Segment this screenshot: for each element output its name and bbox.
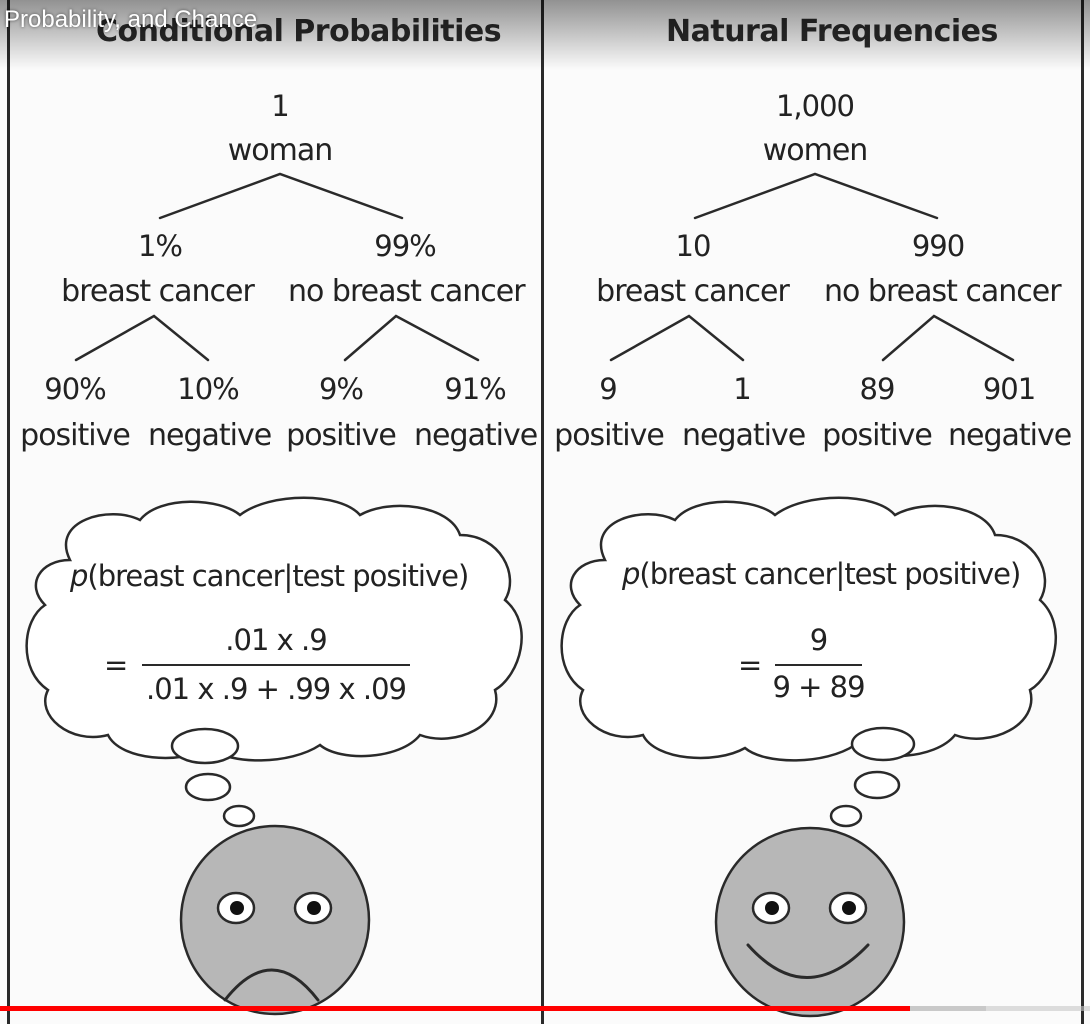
left-leaf-2-label: negative (148, 418, 272, 453)
left-leaf-1-value: 90% (44, 372, 106, 406)
left-leaf-2-value: 10% (177, 372, 239, 406)
left-branch-b-label: no breast cancer (288, 274, 526, 309)
left-leaf-3-value: 9% (318, 372, 364, 406)
right-leaf-1-label: positive (554, 418, 665, 453)
progress-played (0, 1006, 911, 1011)
right-thought-cloud (560, 496, 1057, 762)
left-branch-a-value: 1% (137, 229, 183, 263)
left-p-symbol: p (70, 559, 88, 593)
left-root-value: 1 (271, 89, 289, 123)
right-branch-b-label: no breast cancer (824, 274, 1062, 309)
right-leaf-1-value: 9 (599, 372, 617, 406)
left-leaf-4-label: negative (414, 418, 538, 453)
right-p-symbol: p (622, 557, 640, 591)
right-numerator: 9 (809, 623, 828, 657)
left-root-label: woman (227, 133, 334, 168)
right-probability-expression: p(breast cancer|test positive) (622, 557, 1021, 591)
right-root-label: women (762, 133, 869, 168)
left-thought-bubble-large (170, 727, 240, 765)
right-leaf-3-value: 89 (859, 372, 896, 406)
right-tree-cancer-branches (609, 314, 745, 362)
happy-face (714, 826, 906, 1018)
right-leaf-3-label: positive (822, 418, 933, 453)
right-thought-bubble-medium (853, 770, 901, 800)
right-equals-sign: = (738, 648, 762, 682)
right-branch-a-label: breast cancer (596, 274, 790, 309)
right-branch-b-value: 990 (911, 229, 965, 263)
left-thought-cloud (25, 496, 523, 762)
right-expression-text: (breast cancer|test positive) (639, 557, 1021, 591)
right-leaf-4-label: negative (948, 418, 1072, 453)
left-numerator: .01 x .9 (225, 623, 327, 657)
sad-face-mouth (223, 968, 320, 1002)
right-border (1081, 0, 1084, 1024)
left-equals-sign: = (104, 648, 128, 682)
left-leaf-3-label: positive (286, 418, 397, 453)
right-root-value: 1,000 (775, 89, 855, 123)
right-denominator: 9 + 89 (772, 670, 865, 704)
right-panel-heading: Natural Frequencies (666, 14, 998, 49)
left-leaf-4-value: 91% (444, 372, 506, 406)
left-tree-nocancer-branches (343, 314, 480, 362)
right-tree-nocancer-branches (881, 314, 1015, 362)
left-branch-b-value: 99% (374, 229, 436, 263)
left-thought-bubble-small (222, 804, 256, 828)
right-branch-a-value: 10 (675, 229, 712, 263)
panel-divider (541, 0, 544, 1024)
left-probability-expression: p(breast cancer|test positive) (70, 559, 469, 593)
left-tree-cancer-branches (74, 314, 210, 362)
right-thought-bubble-small (829, 804, 863, 828)
video-title[interactable]: Probability, and Chance (4, 6, 258, 33)
progress-bar[interactable] (0, 1006, 1090, 1011)
left-thought-bubble-medium (184, 772, 232, 802)
left-leaf-1-label: positive (20, 418, 131, 453)
right-leaf-4-value: 901 (982, 372, 1036, 406)
right-thought-bubble-large (850, 726, 916, 762)
right-leaf-2-label: negative (682, 418, 806, 453)
left-border (7, 0, 10, 1024)
sad-face (179, 824, 371, 1016)
left-tree-root-branches (158, 172, 404, 220)
happy-face-mouth (746, 943, 870, 979)
left-branch-a-label: breast cancer (61, 274, 255, 309)
left-panel-heading: Conditional Probabilities (96, 14, 502, 49)
right-leaf-2-value: 1 (733, 372, 751, 406)
left-denominator: .01 x .9 + .99 x .09 (146, 672, 407, 706)
right-tree-root-branches (693, 172, 939, 220)
left-expression-text: (breast cancer|test positive) (87, 559, 469, 593)
